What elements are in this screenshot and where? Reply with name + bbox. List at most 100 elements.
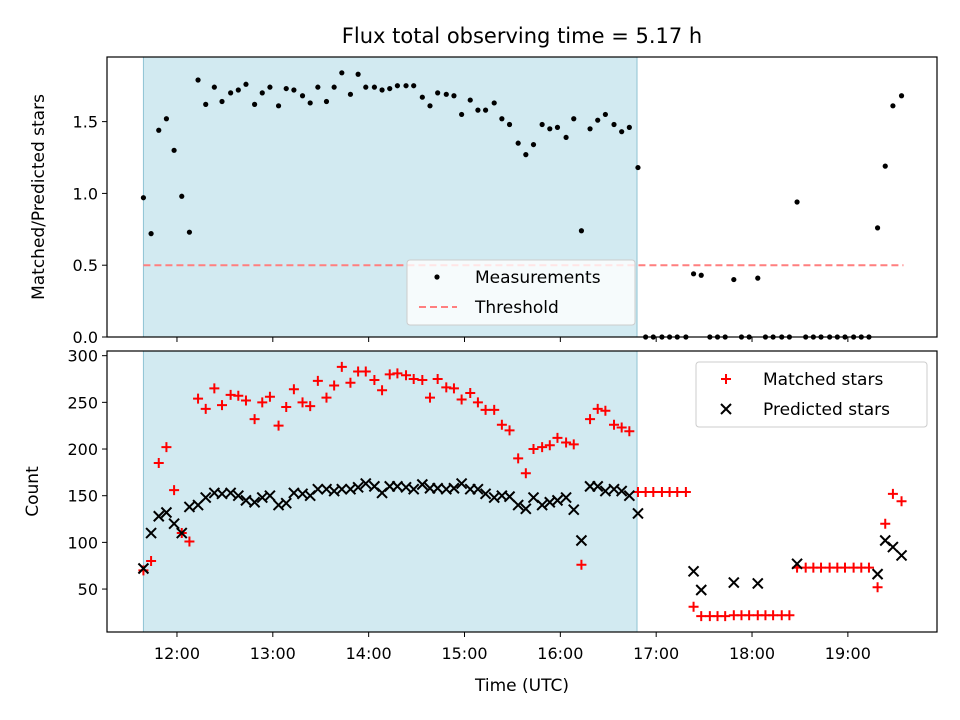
measurement-point <box>403 83 409 89</box>
legend-box <box>406 259 636 326</box>
measurement-point <box>595 117 601 123</box>
measurement-point <box>523 152 529 158</box>
measurement-point <box>411 83 417 89</box>
matched-star-point <box>624 426 635 437</box>
measurement-point <box>363 84 369 90</box>
matched-star-point <box>264 391 275 402</box>
predicted-star-point <box>887 541 899 553</box>
matched-star-point <box>472 397 483 408</box>
measurement-point <box>539 121 545 128</box>
matched-star-point <box>489 404 500 415</box>
measurement-point <box>203 101 209 107</box>
matched-star-point <box>648 486 659 497</box>
predicted-star-point <box>448 482 460 494</box>
measurement-point <box>482 107 489 113</box>
matched-star-point <box>273 420 284 431</box>
measurement-point <box>387 85 393 92</box>
x-tick-label: 17:00 <box>633 644 679 663</box>
predicted-star-point <box>728 576 740 589</box>
matched-star-point <box>887 488 898 499</box>
predicted-star-point <box>615 485 628 497</box>
predicted-star-point <box>416 478 429 491</box>
measurement-point <box>267 84 273 90</box>
chart-title: Flux total observing time = 5.17 h <box>342 24 702 48</box>
measurement-point <box>619 129 625 135</box>
measurement-point <box>587 126 593 132</box>
x-axis-label: Time (UTC) <box>474 676 569 696</box>
axes-frame <box>106 350 938 633</box>
matched-star-point <box>257 397 268 408</box>
matched-star-point <box>360 366 371 377</box>
measurement-point <box>394 83 401 89</box>
matched-star-point <box>138 565 149 576</box>
y-tick-label: 0.5 <box>73 256 98 275</box>
ratio-plot: 0.0 0.5 1.0 1.5 Matched/Predicted stars Measu… <box>29 56 938 347</box>
y-tick-label: 250 <box>67 393 98 412</box>
predicted-star-point <box>336 483 348 495</box>
measurement-point <box>890 103 896 109</box>
measurement-point <box>698 272 704 278</box>
matched-star-point <box>720 611 731 622</box>
measurement-point <box>475 107 481 113</box>
measurement-point <box>690 271 697 277</box>
matched-star-point <box>456 394 467 405</box>
matched-star-point <box>217 400 228 411</box>
y-tick-label: 1.5 <box>73 113 98 132</box>
predicted-star-point <box>791 558 803 570</box>
measurement-point <box>563 134 569 141</box>
matched-star-point <box>297 397 308 408</box>
axes-frame <box>106 56 938 338</box>
measurement-point <box>355 71 361 77</box>
predicted-star-point <box>632 507 644 520</box>
matched-star-point <box>544 440 555 451</box>
measurement-point <box>283 85 289 92</box>
matched-star-point <box>169 485 180 496</box>
predicted-star-point <box>153 510 165 522</box>
matched-star-point <box>329 380 340 391</box>
measurement-point <box>179 193 185 199</box>
matched-star-point <box>392 368 403 379</box>
measurement-point <box>611 121 617 128</box>
predicted-star-point <box>512 499 524 511</box>
y-tick-label: 100 <box>67 533 98 552</box>
predicted-star-point <box>248 496 261 508</box>
measurement-point <box>547 126 553 132</box>
measurement-point <box>228 90 234 96</box>
matched-star-point <box>872 582 883 593</box>
measurement-point <box>211 84 217 90</box>
legend-matched-marker <box>721 374 731 384</box>
measurement-point <box>451 93 457 99</box>
measurement-point <box>794 199 800 205</box>
measurement-point <box>171 147 177 153</box>
predicted-star-point <box>560 491 572 504</box>
legend-predicted-marker <box>720 403 732 415</box>
measurement-point <box>347 91 354 97</box>
predicted-star-point <box>752 577 764 590</box>
matched-star-point <box>600 405 611 416</box>
matched-star-point <box>585 414 596 425</box>
matched-star-point <box>432 374 443 385</box>
x-tick-label: 16:00 <box>537 644 583 663</box>
matched-star-point <box>336 361 347 372</box>
matched-star-point <box>561 437 572 448</box>
legend: Matched stars Predicted stars <box>695 361 928 428</box>
x-tick-label: 13:00 <box>250 644 296 663</box>
measurement-point <box>156 127 162 133</box>
measurement-point <box>459 111 465 118</box>
y-tick-label: 200 <box>67 440 98 459</box>
legend-matched-label: Matched stars <box>763 370 883 390</box>
matched-star-point <box>240 395 251 406</box>
matched-star-point <box>520 468 531 479</box>
matched-star-point <box>288 384 299 395</box>
matched-star-point <box>880 518 891 529</box>
measurement-point <box>530 141 537 148</box>
matched-star-point <box>209 383 220 394</box>
measurement-point <box>299 93 306 99</box>
measurement-point <box>499 116 505 122</box>
matched-star-point <box>896 496 907 507</box>
predicted-star-point <box>551 494 564 507</box>
matched-star-point <box>345 377 356 388</box>
measurement-point <box>467 97 473 103</box>
y-axis-label: Count <box>23 466 43 517</box>
matched-star-point <box>184 536 195 547</box>
